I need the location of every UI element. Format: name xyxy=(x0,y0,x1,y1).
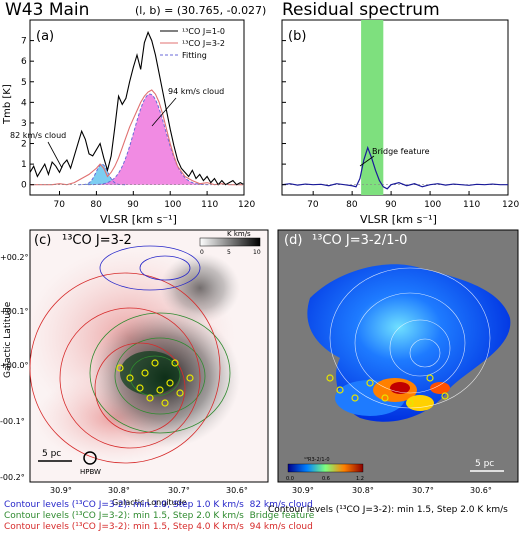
panel-c-colorbar xyxy=(199,237,261,247)
xtick-label-b-5: 120 xyxy=(502,200,519,210)
xtick-label-a-2: 90 xyxy=(127,200,139,210)
map-c-contours xyxy=(29,245,231,464)
map-panel-d: (d) ¹³CO J=3-2/1-0 ¹³R3-2/1-0 0.0 0.6 1.… xyxy=(277,229,519,495)
legend-item-2: ¹³CO J=3-2 xyxy=(182,39,225,48)
panel-d-xticks: 30.9° 30.8° 30.7° 30.6° xyxy=(292,486,492,495)
panel-c-title: ¹³CO J=3-2 xyxy=(62,233,132,248)
panel-a-label: (a) xyxy=(36,29,54,44)
panel-c-xticks: 30.9° 30.8° 30.7° 30.6° xyxy=(50,486,248,495)
xtick-label-a-5: 120 xyxy=(238,200,255,210)
svg-text:30.9°: 30.9° xyxy=(292,486,314,495)
svg-text:30.9°: 30.9° xyxy=(50,486,72,495)
svg-text:0.0: 0.0 xyxy=(286,476,294,482)
ytick-label-a-2: 2 xyxy=(21,140,27,150)
series-line-b-0 xyxy=(281,145,508,190)
panel-a-frame xyxy=(29,19,245,196)
fit-line-0 xyxy=(78,163,126,186)
svg-text:0: 0 xyxy=(200,249,204,256)
bridge-highlight-band xyxy=(361,20,384,195)
ytick-label-a-0: 0 xyxy=(21,181,27,191)
panel-d-title: ¹³CO J=3-2/1-0 xyxy=(312,233,407,248)
annotation-94-cloud: 94 km/s cloud xyxy=(168,87,224,96)
spectrum-panel-b: 70 80 90 100 110 120 (b) VLSR [km s⁻¹] Bridge… xyxy=(281,19,519,226)
caption-line-2: Contour levels (¹³CO J=3-2): min 1.5, St… xyxy=(4,511,315,521)
xtick-label-b-3: 100 xyxy=(424,200,441,210)
ytick-label-a-1: 1 xyxy=(21,160,27,170)
svg-text:30.8°: 30.8° xyxy=(352,486,374,495)
ytick-label-a-6: 6 xyxy=(21,57,27,67)
caption-line-1: Contour levels (¹³CO J=3-2): min 1.0, St… xyxy=(4,500,313,510)
fit-fill-0 xyxy=(78,164,126,185)
spectrum-panel-a: 70 80 90 100 110 120 0 1 2 3 4 5 6 7 (a) Tmb [K] VLSR… xyxy=(2,19,255,226)
ytick-label-a-5: 5 xyxy=(21,78,27,88)
svg-text:+00.1°: +00.1° xyxy=(0,307,29,316)
xtick-label-a-0: 70 xyxy=(54,200,66,210)
annotation-82-cloud: 82 km/s cloud xyxy=(10,131,66,140)
svg-text:10: 10 xyxy=(253,249,261,256)
map-d-sources xyxy=(326,374,449,407)
map-c-sources xyxy=(116,359,194,407)
svg-text:30.8°: 30.8° xyxy=(108,486,130,495)
svg-text:30.7°: 30.7° xyxy=(168,486,190,495)
svg-text:-00.2°: -00.2° xyxy=(0,473,25,482)
caption-line-3: Contour levels (¹³CO J=3-2): min 1.5, St… xyxy=(4,522,313,532)
svg-text:0.6: 0.6 xyxy=(322,476,330,482)
xtick-label-a-3: 100 xyxy=(164,200,181,210)
series-line-a-1 xyxy=(29,30,245,186)
svg-text:+00.0°: +00.0° xyxy=(0,361,29,370)
svg-text:-00.1°: -00.1° xyxy=(0,417,25,426)
xtick-label-b-1: 80 xyxy=(346,200,358,210)
map-d-contours xyxy=(329,267,491,409)
svg-text:+00.2°: +00.2° xyxy=(0,253,29,262)
panel-c-scalebar-label: 5 pc xyxy=(42,449,61,459)
panel-a-legend: ¹³CO J=1-0 ¹³CO J=3-2 Fitting xyxy=(160,27,225,60)
panel-a-ylabel: Tmb [K] xyxy=(2,84,13,125)
xtick-label-b-2: 90 xyxy=(385,200,397,210)
panel-c-xlabel: Galactic Longitude xyxy=(112,498,187,507)
svg-text:5: 5 xyxy=(227,249,231,256)
ytick-label-a-4: 4 xyxy=(21,98,27,108)
panel-c-ylabel: Galactic Latitude xyxy=(3,301,13,378)
panel-d-scalebar-label: 5 pc xyxy=(475,459,494,469)
fit-line-1 xyxy=(87,93,212,186)
xtick-label-a-1: 80 xyxy=(90,200,102,210)
panel-c-yticks: +00.2° +00.1° +00.0° -00.1° -00.2° xyxy=(0,253,29,482)
ytick-label-a-3: 3 xyxy=(21,119,27,129)
panel-b-frame xyxy=(281,19,509,196)
panel-c-beam xyxy=(83,451,97,465)
ytick-label-a-7: 7 xyxy=(21,37,27,47)
panel-d-label: (d) xyxy=(284,233,302,248)
caption-right: Contour levels (¹³CO J=3-2): min 1.5, St… xyxy=(268,505,508,515)
right-title: Residual spectrum xyxy=(282,0,440,20)
panel-d-colorbar xyxy=(287,463,364,473)
panel-c-label: (c) xyxy=(34,233,51,248)
panel-b-xlabel: VLSR [km s⁻¹] xyxy=(360,213,437,226)
map-c-emission xyxy=(25,248,240,463)
xtick-label-b-0: 70 xyxy=(307,200,319,210)
map-panel-c: K km/s 0 5 10 (c) ¹³CO J=3-2 5 pc HPBW +… xyxy=(0,229,269,507)
series-line-a-0 xyxy=(30,89,244,186)
panel-b-label: (b) xyxy=(288,29,306,44)
legend-item-1: ¹³CO J=1-0 xyxy=(182,27,225,36)
coordinates-label: (l, b) = (30.765, -0.027) xyxy=(135,4,267,17)
xtick-label-b-4: 110 xyxy=(463,200,480,210)
panel-a-xlabel: VLSR [km s⁻¹] xyxy=(100,213,177,226)
panel-d-colorbar-label: ¹³R3-2/1-0 xyxy=(304,457,330,463)
xtick-label-a-4: 110 xyxy=(201,200,218,210)
fit-fill-1 xyxy=(87,94,212,185)
panel-c-colorbar-label: K km/s xyxy=(227,230,251,238)
svg-text:30.6°: 30.6° xyxy=(226,486,248,495)
panel-c-beam-label: HPBW xyxy=(80,468,101,476)
svg-text:1.2: 1.2 xyxy=(356,476,364,482)
svg-text:30.7°: 30.7° xyxy=(412,486,434,495)
svg-text:30.6°: 30.6° xyxy=(470,486,492,495)
annotation-bridge: Bridge feature xyxy=(372,147,430,156)
left-title: W43 Main xyxy=(5,0,90,20)
legend-item-3: Fitting xyxy=(182,51,207,60)
